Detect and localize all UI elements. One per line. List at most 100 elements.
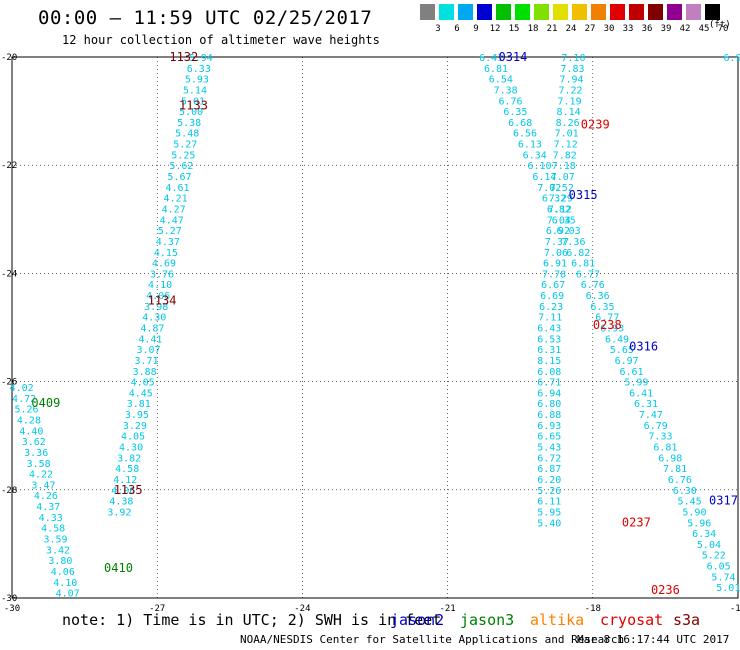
- wave-height-value: 6.11: [537, 497, 561, 508]
- y-tick-label: -22: [1, 161, 17, 171]
- wave-height-value: 7.94: [559, 75, 583, 86]
- color-swatch: [458, 4, 473, 20]
- wave-height-value: 5.94: [189, 53, 213, 64]
- pass-id-label: 0315: [569, 188, 598, 202]
- wave-height-value: 6.88: [537, 410, 561, 421]
- color-swatch: [553, 4, 568, 20]
- wave-height-value: 3.42: [46, 545, 70, 556]
- pass-id-label: 0410: [104, 561, 133, 575]
- wave-height-value: 4.72: [12, 394, 36, 405]
- color-scale-label: 12: [489, 24, 501, 34]
- wave-height-value: 4.33: [39, 513, 63, 524]
- wave-height-value: 7.47: [639, 410, 663, 421]
- wave-height-value: 7.37: [545, 237, 569, 248]
- wave-height-value: 4.87: [140, 324, 164, 335]
- pass-id-label: 0409: [31, 396, 60, 410]
- wave-height-value: 4.15: [154, 248, 178, 259]
- wave-height-value: 4.26: [34, 491, 58, 502]
- wave-height-value: 5.27: [158, 226, 182, 237]
- x-tick-label: -15: [730, 604, 740, 614]
- wave-height-value: 6.79: [644, 421, 668, 432]
- wave-height-value: 6.30: [673, 486, 697, 497]
- wave-height-value: 6.72: [537, 453, 561, 464]
- pass-id-label: 1135: [114, 483, 143, 497]
- wave-height-value: 6.36: [586, 291, 610, 302]
- wave-height-value: 5.45: [678, 497, 702, 508]
- wave-height-value: 4.41: [138, 334, 162, 345]
- y-tick-label: -30: [1, 594, 17, 604]
- x-tick-label: -30: [4, 604, 20, 614]
- wave-height-value: 4.40: [19, 426, 43, 437]
- color-swatch: [591, 4, 606, 20]
- color-swatch: [572, 4, 587, 20]
- wave-height-value: 3.98: [144, 302, 168, 313]
- legend-altika: altika: [530, 611, 585, 629]
- wave-height-value: 6.81: [653, 443, 677, 454]
- wave-height-value: 4.30: [142, 313, 166, 324]
- wave-height-value: 5.14: [183, 85, 207, 96]
- wave-height-value: 7.11: [538, 313, 562, 324]
- wave-height-value: 6.53: [537, 334, 561, 345]
- wave-height-value: 5.96: [687, 518, 711, 529]
- wave-height-chart: -30 -27 -24 -21 -18 -15 -20 -22 -24 -26 -28 -30 5.94…: [1, 50, 740, 614]
- wave-height-value: 4.05: [131, 378, 155, 389]
- wave-height-value: 4.58: [41, 524, 65, 535]
- wave-height-value: 6.71: [537, 378, 561, 389]
- wave-height-value: 5.99: [624, 378, 648, 389]
- x-tick-label: -21: [439, 604, 455, 614]
- wave-height-value: 4.37: [36, 502, 60, 513]
- wave-height-value: 7.82: [553, 150, 577, 161]
- pass-id-label: 0317: [709, 494, 738, 508]
- pass-id-label: 0314: [498, 50, 527, 64]
- wave-height-value: 6.31: [634, 399, 658, 410]
- legend-cryosat: cryosat: [600, 611, 664, 629]
- color-scale-label: 18: [527, 24, 539, 34]
- wave-height-value: 6.03: [557, 226, 581, 237]
- wave-height-value: 7.52: [550, 183, 574, 194]
- color-swatch: [439, 4, 454, 20]
- wave-height-value: 6.69: [540, 291, 564, 302]
- wave-height-value: 5.01: [716, 583, 740, 594]
- wave-height-value: 7.81: [663, 464, 687, 475]
- plot-frame: [11, 56, 739, 599]
- wave-height-value: 6.76: [668, 475, 692, 486]
- color-swatch: [629, 4, 644, 20]
- legend-s3a: s3a: [673, 611, 701, 629]
- wave-height-value: 7.01: [555, 129, 579, 140]
- wave-height-value: 6.92: [724, 53, 740, 64]
- wave-height-value: 6.49: [605, 334, 629, 345]
- wave-height-value: 6.67: [541, 280, 565, 291]
- wave-height-value: 7.12: [548, 204, 572, 215]
- wave-height-value: 3.47: [31, 480, 55, 491]
- wave-height-value: 4.38: [109, 497, 133, 508]
- color-swatch: [420, 4, 435, 20]
- wave-height-value: 8.14: [557, 107, 581, 118]
- color-swatch: [686, 4, 701, 20]
- wave-height-value: 6.98: [658, 453, 682, 464]
- color-scale-label: 30: [603, 24, 615, 34]
- x-tick-label: -27: [149, 604, 165, 614]
- wave-height-value: 3.62: [22, 437, 46, 448]
- y-tick-label: -28: [1, 486, 17, 496]
- legend-jason3: jason3: [460, 611, 515, 629]
- pass-id-label: 0316: [629, 339, 658, 353]
- wave-height-value: 8.15: [537, 356, 561, 367]
- color-scale-label: 36: [641, 24, 653, 34]
- wave-height-value: 4.10: [148, 280, 172, 291]
- wave-height-value: 6.82: [566, 248, 590, 259]
- wave-height-value: 3.80: [48, 556, 72, 567]
- wave-height-value: 3.81: [127, 399, 151, 410]
- wave-height-value: 6.10: [528, 161, 552, 172]
- wave-height-value: 6.76: [498, 96, 522, 107]
- y-tick-label: -20: [1, 53, 17, 63]
- wave-height-value: 4.30: [119, 443, 143, 454]
- wave-height-value: 6.08: [537, 367, 561, 378]
- wave-height-value: 7.12: [554, 140, 578, 151]
- wave-height-value: 3.59: [44, 534, 68, 545]
- wave-height-value: 7.78: [542, 269, 566, 280]
- wave-height-value: 3.29: [123, 421, 147, 432]
- wave-height-value: 6.87: [537, 464, 561, 475]
- wave-height-value: 6.35: [552, 215, 576, 226]
- color-swatch: [477, 4, 492, 20]
- wave-height-value: 7.18: [552, 161, 576, 172]
